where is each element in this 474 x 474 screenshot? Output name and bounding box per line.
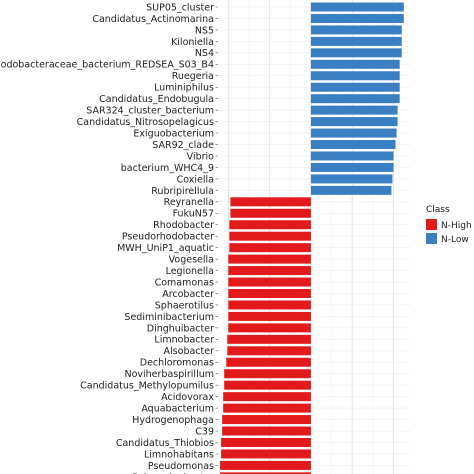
bar-candidatus-nitrosopelagicus	[310, 117, 398, 127]
bar-candidatus-endobugula	[310, 94, 400, 104]
category-label: C39	[195, 426, 214, 437]
bar-arcobacter	[228, 289, 311, 298]
bar-pseudomonas	[220, 460, 311, 470]
category-label: Candidatus_Endobugula	[99, 94, 214, 105]
bar-sar324-cluster-bacterium	[310, 105, 398, 115]
bar-ruegeria	[310, 71, 400, 81]
bar-rhodobacter	[229, 220, 311, 230]
bar-acidovorax	[223, 392, 311, 402]
category-label: Rubripirellula	[151, 186, 214, 197]
bar-mwh-unip1-aquatic	[229, 243, 311, 253]
bar-sphaerotilus	[228, 300, 311, 310]
bar-fukun57	[230, 208, 311, 218]
legend-label-n-low: N-Low	[441, 235, 469, 245]
category-label: Polynucleobacter	[132, 472, 214, 474]
category-label: Limnobacter	[154, 335, 214, 346]
legend: Class N-High N-Low	[426, 205, 472, 245]
category-label: Exiguobacterium	[133, 128, 214, 139]
category-label: Candidatus_Methylopumilus	[80, 381, 214, 392]
category-label: Vibrio	[187, 151, 215, 162]
category-label: Aquabacterium	[141, 404, 214, 415]
category-label: Ruegeria	[172, 71, 214, 82]
category-label: bacterium_WHC4_9	[121, 163, 214, 174]
category-label: Pseudomonas	[148, 461, 214, 472]
bar-limnobacter	[227, 334, 311, 344]
bar-comamonas	[228, 277, 311, 287]
bar-candidatus-thiobios	[221, 437, 311, 447]
category-label: Candidatus_Actinomarina	[92, 14, 214, 25]
category-label: SAR92_clade	[152, 140, 214, 151]
bar-vogesella	[228, 254, 311, 264]
bar-ns4	[310, 48, 402, 58]
bar-sediminibacterium	[228, 311, 311, 321]
category-label: Dinghuibacter	[147, 323, 214, 334]
category-label: SAR324_cluster_bacterium	[86, 106, 214, 117]
bar-dechloromonas	[226, 357, 311, 367]
bar-polynucleobacter	[220, 472, 311, 474]
category-label: Rhodobacter	[153, 220, 214, 231]
legend-title: Class	[426, 205, 450, 215]
category-label: Legionella	[166, 266, 214, 277]
bar-rubripirellula	[310, 185, 392, 195]
bar-aquabacterium	[223, 403, 311, 413]
category-label: NS5	[195, 25, 214, 36]
bar-ns5	[310, 25, 402, 35]
category-label: Arcobacter	[162, 289, 214, 300]
category-label: SUP05_cluster	[146, 2, 214, 13]
category-label: Coxiella	[177, 174, 214, 185]
legend-label-n-high: N-High	[441, 221, 472, 231]
category-label: Comamonas	[155, 277, 214, 288]
bar-vibrio	[310, 151, 394, 161]
category-label: Kiloniella	[171, 37, 214, 48]
bar-group	[220, 2, 404, 474]
legend-key-n-high	[426, 219, 437, 230]
bar-legionella	[228, 266, 311, 276]
category-label: MWH_UniP1_aquatic	[117, 243, 214, 254]
category-label: Limnohabitans	[144, 449, 214, 460]
bar-pseudorhodobacter	[229, 231, 311, 241]
category-label: Candidatus_Nitrosopelagicus	[77, 117, 214, 128]
category-label: Pseudorhodobacter	[122, 232, 214, 243]
category-label: Candidatus_Thiobios	[116, 438, 214, 449]
category-label: Acidovorax	[161, 392, 214, 403]
bar-hydrogenophaga	[222, 415, 311, 425]
category-label: Reyranella	[164, 197, 214, 208]
bar-limnohabitans	[221, 449, 311, 459]
bar-sar92-clade	[310, 140, 396, 150]
bar-c39	[222, 426, 311, 436]
category-label: Luminiphilus	[154, 83, 214, 94]
category-label: Vogesella	[169, 255, 214, 266]
category-label: Sphaerotilus	[155, 300, 214, 311]
category-label: Sediminibacterium	[124, 312, 214, 323]
category-label: FukuN57	[173, 209, 214, 220]
bar-exiguobacterium	[310, 128, 397, 138]
category-label: Alsobacter	[164, 346, 215, 357]
bar-noviherbaspirillum	[224, 369, 311, 379]
bar-candidatus-actinomarina	[310, 13, 404, 23]
bar-candidatus-methylopumilus	[224, 380, 311, 390]
bar-coxiella	[310, 174, 393, 184]
bar-sup05-cluster	[310, 2, 404, 12]
bar-alsobacter	[227, 346, 311, 356]
category-label: Rhodobacteraceae_bacterium_REDSEA_S03_B4	[0, 60, 214, 71]
bar-dinghuibacter	[228, 323, 311, 333]
bar-luminiphilus	[310, 82, 400, 92]
bar-rhodobacteraceae-bacterium-redsea-s03-b4	[310, 59, 400, 69]
category-labels: SUP05_clusterCandidatus_ActinomarinaNS5K…	[0, 2, 218, 474]
category-label: Dechloromonas	[140, 358, 214, 369]
category-label: Noviherbaspirillum	[124, 369, 214, 380]
category-label: NS4	[195, 48, 214, 59]
bar-bacterium-whc4-9	[310, 162, 394, 172]
bar-reyranella	[230, 197, 311, 207]
legend-key-n-low	[426, 233, 437, 244]
category-label: Hydrogenophaga	[132, 415, 214, 426]
bar-kiloniella	[310, 36, 402, 46]
